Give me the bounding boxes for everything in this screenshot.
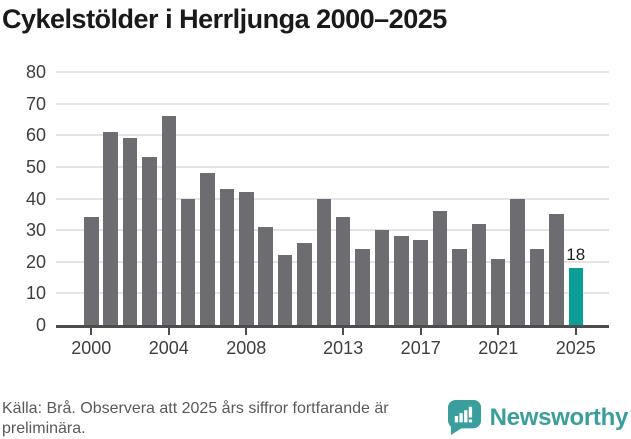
y-axis-label: 20	[25, 251, 46, 272]
bar	[122, 138, 138, 325]
bar	[413, 239, 428, 325]
y-gridline	[56, 165, 609, 168]
x-tick-label: 2021	[478, 338, 519, 358]
newsworthy-wordmark: Newsworthy	[489, 403, 629, 431]
y-axis-label: 50	[25, 156, 46, 177]
bar	[103, 132, 118, 325]
x-tick	[245, 325, 248, 335]
x-tick	[167, 325, 170, 335]
y-axis-label: 40	[25, 188, 46, 209]
x-tick-label: 2000	[71, 338, 112, 358]
x-tick-label: 2017	[400, 338, 441, 358]
y-gridline	[56, 292, 609, 295]
y-axis-label: 0	[35, 315, 46, 335]
y-axis-label: 60	[25, 125, 46, 146]
bar	[258, 226, 273, 325]
y-gridline	[56, 134, 609, 137]
bar	[355, 249, 370, 325]
x-tick-label: 2025	[555, 338, 596, 358]
bar-highlighted	[568, 268, 583, 325]
x-tick	[90, 325, 93, 335]
y-gridline	[56, 229, 609, 232]
x-tick	[419, 325, 422, 335]
newsworthy-logo[interactable]: Newsworthy	[447, 399, 628, 436]
bar	[432, 211, 448, 325]
bar	[471, 223, 487, 325]
x-tick-label: 2013	[323, 338, 364, 358]
chart-title: Cykelstölder i Herrljunga 2000–2025	[2, 4, 447, 34]
bar	[335, 217, 351, 325]
bar	[374, 230, 390, 325]
bar-value-label: 18	[566, 245, 586, 265]
y-gridline	[56, 197, 609, 200]
bar	[490, 258, 506, 325]
x-tick	[342, 325, 345, 335]
bar	[200, 173, 215, 325]
x-tick-label: 2004	[148, 338, 189, 358]
bar	[549, 214, 564, 325]
bar	[452, 249, 467, 325]
y-gridline	[56, 71, 609, 73]
bar	[510, 198, 525, 325]
y-gridline	[56, 260, 609, 263]
bar	[84, 217, 99, 325]
x-tick	[574, 325, 577, 335]
y-axis-label: 30	[25, 220, 46, 241]
bar	[394, 236, 409, 325]
bar	[161, 116, 177, 325]
y-axis-label: 80	[25, 62, 46, 82]
bar	[180, 198, 196, 325]
source-note: Källa: Brå. Observera att 2025 års siffr…	[2, 399, 389, 439]
source-note-line1: Källa: Brå. Observera att 2025 års siffr…	[2, 400, 389, 417]
bar	[219, 189, 235, 325]
x-tick	[497, 325, 500, 335]
source-note-line2: preliminära.	[2, 420, 86, 437]
bar	[297, 242, 312, 325]
bar	[316, 198, 332, 325]
x-tick-label: 2008	[226, 338, 267, 358]
y-gridline	[56, 102, 609, 105]
newsworthy-bubble-icon	[447, 399, 482, 436]
x-axis-line	[56, 325, 609, 328]
y-axis-label: 10	[25, 283, 46, 304]
bar	[142, 157, 157, 325]
bar	[239, 192, 254, 325]
bar	[277, 255, 293, 325]
y-axis-label: 70	[25, 93, 46, 114]
bar	[529, 249, 545, 325]
